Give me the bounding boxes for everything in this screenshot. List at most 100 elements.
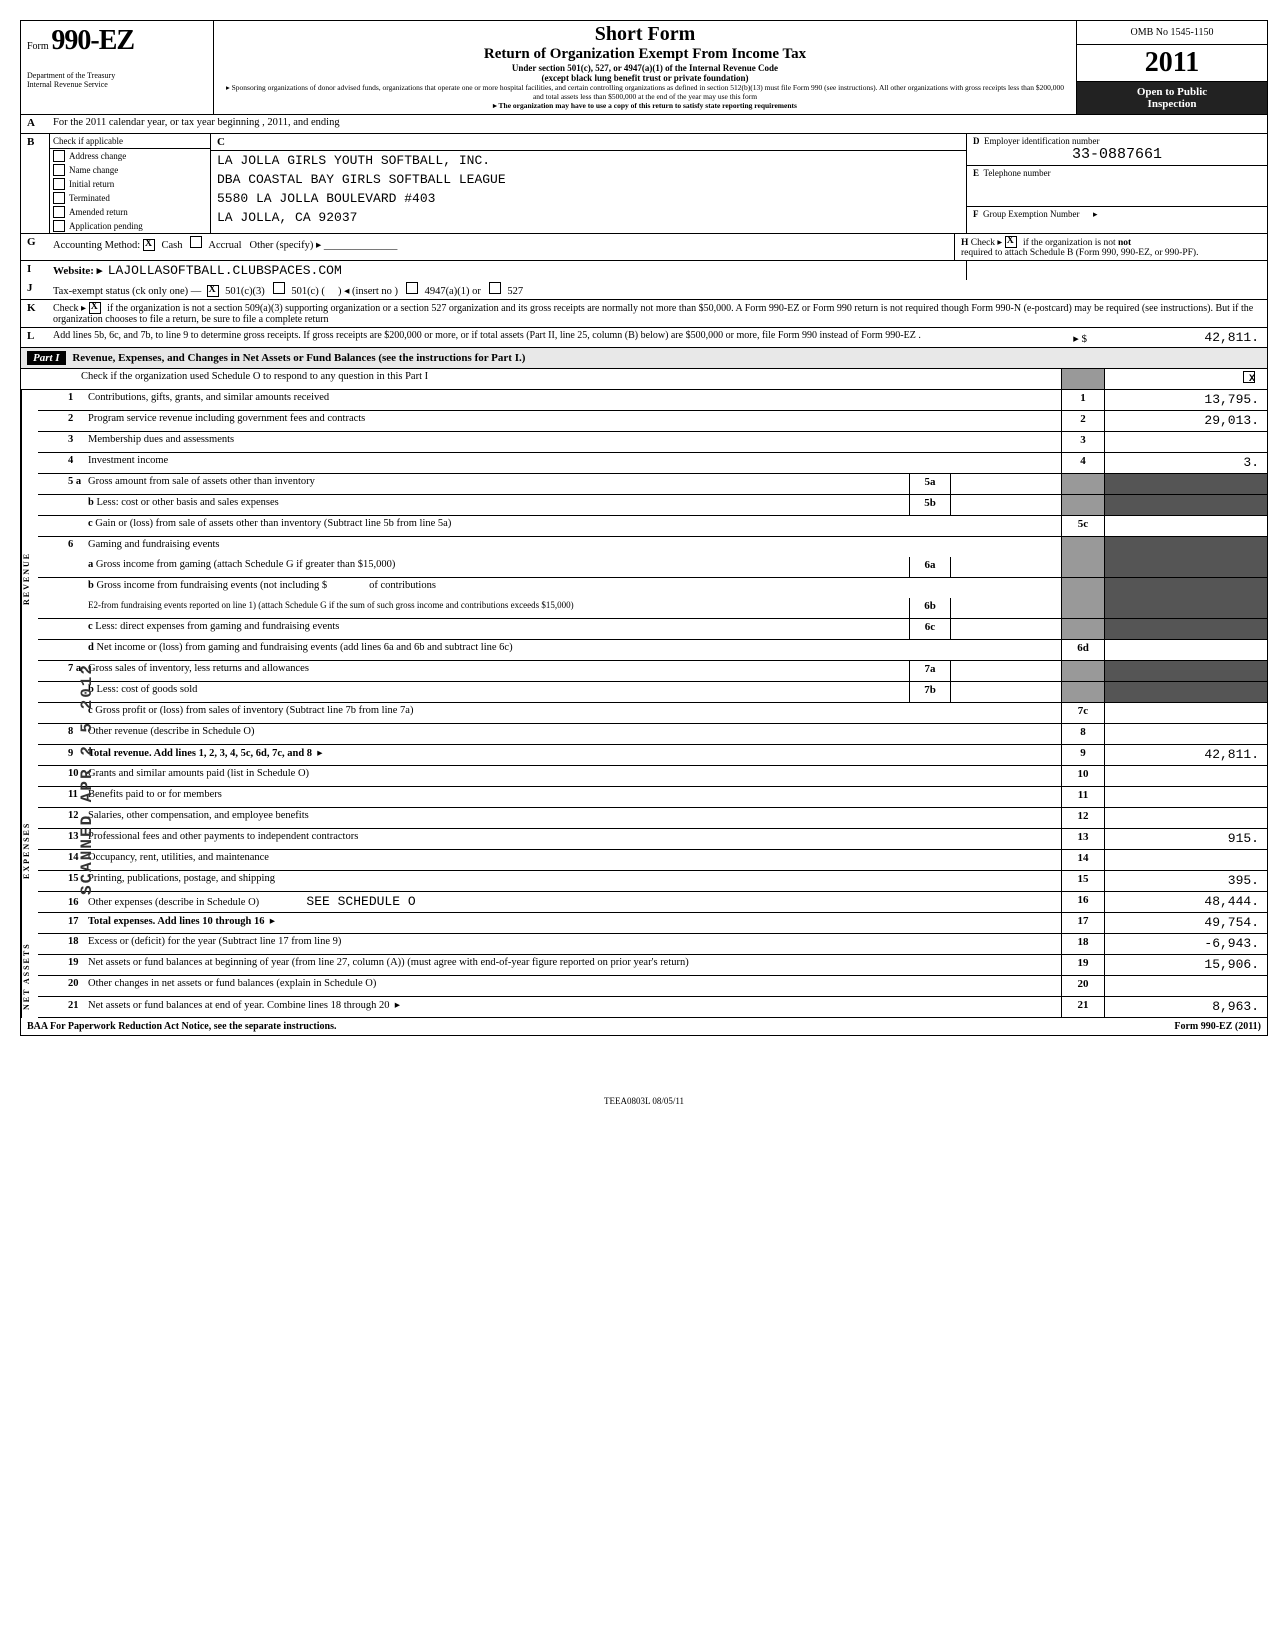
val-11	[1105, 787, 1267, 807]
val-1: 13,795.	[1105, 390, 1267, 410]
part1-check-row: Check if the organization used Schedule …	[21, 369, 1267, 390]
chk-527[interactable]	[489, 282, 501, 294]
d-label: Employer identification number	[984, 136, 1099, 146]
g-content: Accounting Method: Cash Accrual Other (s…	[49, 234, 954, 260]
h-spill	[966, 261, 1267, 280]
f-label: Group Exemption Number	[983, 209, 1079, 219]
expenses-block: EXPENSES 10Grants and similar amounts pa…	[21, 766, 1267, 934]
line-l: L Add lines 5b, 6c, and 7b, to line 9 to…	[21, 328, 1267, 348]
val-14	[1105, 850, 1267, 870]
revenue-block: REVENUE 1Contributions, gifts, grants, a…	[21, 390, 1267, 766]
val-8	[1105, 724, 1267, 744]
val-9: 42,811.	[1105, 745, 1267, 765]
val-3	[1105, 432, 1267, 452]
i-content: Website: ▸ LAJOLLASOFTBALL.CLUBSPACES.CO…	[49, 261, 966, 280]
letter-g: G	[21, 234, 49, 260]
f-arrow: ▸	[1093, 209, 1098, 219]
org-addr2: LA JOLLA, CA 92037	[211, 208, 966, 227]
chk-amended[interactable]: Amended return	[50, 205, 210, 219]
title-return: Return of Organization Exempt From Incom…	[222, 46, 1068, 63]
f-row: F Group Exemption Number ▸	[967, 207, 1267, 222]
chk-initial-return[interactable]: Initial return	[50, 177, 210, 191]
letter-l: L	[21, 328, 49, 347]
line-k: K Check ▸ if the organization is not a s…	[21, 300, 1267, 328]
vert-netassets: NET ASSETS	[21, 934, 38, 1018]
val-7c	[1105, 703, 1267, 723]
letter-a: A	[21, 115, 49, 133]
l-arrow: ▸ $	[1073, 328, 1091, 347]
chk-terminated[interactable]: Terminated	[50, 191, 210, 205]
part1-title: Revenue, Expenses, and Changes in Net As…	[72, 352, 525, 364]
vert-revenue: REVENUE	[21, 390, 38, 766]
chk-4947[interactable]	[406, 282, 418, 294]
part1-box: Part I	[27, 351, 66, 365]
netassets-block: NET ASSETS 18Excess or (deficit) for the…	[21, 934, 1267, 1018]
val-5c	[1105, 516, 1267, 536]
letter-c: C	[211, 134, 966, 151]
header-right: OMB No 1545-1150 2011 Open to Public Ins…	[1077, 21, 1267, 114]
d-row: D Employer identification number 33-0887…	[967, 134, 1267, 166]
val-13: 915.	[1105, 829, 1267, 849]
form-number: 990-EZ	[51, 25, 134, 56]
val-19: 15,906.	[1105, 955, 1267, 975]
chk-accrual[interactable]	[190, 236, 202, 248]
ein-value: 33-0887661	[973, 146, 1261, 163]
org-info: C LA JOLLA GIRLS YOUTH SOFTBALL, INC. DB…	[211, 134, 966, 233]
val-15: 395.	[1105, 871, 1267, 891]
e-label: Telephone number	[984, 168, 1051, 178]
val-12	[1105, 808, 1267, 828]
h-content: H Check ▸ if the organization is not not…	[954, 234, 1267, 260]
org-addr1: 5580 LA JOLLA BOULEVARD #403	[211, 189, 966, 208]
part1-check-text: Check if the organization used Schedule …	[21, 369, 1061, 389]
part1-check-x[interactable]	[1105, 369, 1267, 389]
title-short-form: Short Form	[222, 23, 1068, 46]
header-left: Form 990-EZ Department of the Treasury I…	[21, 21, 214, 114]
e-row: E Telephone number	[967, 166, 1267, 207]
tax-year: 2011	[1077, 45, 1267, 82]
check-if-applicable: Check if applicable Address change Name …	[50, 134, 211, 233]
form-label: Form	[27, 41, 49, 52]
dept-treasury: Department of the Treasury	[27, 71, 207, 80]
val-10	[1105, 766, 1267, 786]
chk-501c3[interactable]	[207, 285, 219, 297]
val-21: 8,963.	[1105, 997, 1267, 1017]
line-j: J Tax-exempt status (ck only one) — 501(…	[21, 280, 1267, 300]
dept-irs: Internal Revenue Service	[27, 80, 207, 89]
chk-address-change[interactable]: Address change	[50, 149, 210, 163]
website-value: LAJOLLASOFTBALL.CLUBSPACES.COM	[108, 263, 342, 278]
right-block: D Employer identification number 33-0887…	[966, 134, 1267, 233]
form-header: Form 990-EZ Department of the Treasury I…	[21, 21, 1267, 115]
letter-j: J	[21, 280, 49, 299]
org-dba: DBA COASTAL BAY GIRLS SOFTBALL LEAGUE	[211, 170, 966, 189]
vert-expenses: EXPENSES	[21, 766, 38, 934]
chk-501c[interactable]	[273, 282, 285, 294]
chk-h[interactable]	[1005, 236, 1017, 248]
chk-k[interactable]	[89, 302, 101, 314]
b-label: Check if applicable	[50, 134, 210, 149]
chk-name-change[interactable]: Name change	[50, 163, 210, 177]
footer-baa: BAA For Paperwork Reduction Act Notice, …	[27, 1021, 337, 1032]
chk-cash[interactable]	[143, 239, 155, 251]
val-18: -6,943.	[1105, 934, 1267, 954]
teea-code: TEEA0803L 08/05/11	[20, 1096, 1268, 1106]
g-label: Accounting Method:	[53, 240, 140, 251]
chk-pending[interactable]: Application pending	[50, 219, 210, 233]
letter-k: K	[21, 300, 49, 327]
open-to-public: Open to Public Inspection	[1077, 82, 1267, 114]
see-schedule-o: SEE SCHEDULE O	[306, 894, 415, 909]
open-line1: Open to Public	[1137, 86, 1207, 98]
title-except: (except black lung benefit trust or priv…	[222, 73, 1068, 83]
line-a: A For the 2011 calendar year, or tax yea…	[21, 115, 1267, 134]
line-i: I Website: ▸ LAJOLLASOFTBALL.CLUBSPACES.…	[21, 261, 1267, 280]
k-content: Check ▸ if the organization is not a sec…	[49, 300, 1267, 327]
line-g-h: G Accounting Method: Cash Accrual Other …	[21, 234, 1267, 261]
part1-header: Part I Revenue, Expenses, and Changes in…	[21, 348, 1267, 369]
footer: BAA For Paperwork Reduction Act Notice, …	[21, 1018, 1267, 1035]
val-17: 49,754.	[1105, 913, 1267, 933]
stamp-scanned: SCANNED APR 2 5 2012	[78, 663, 96, 895]
omb-number: OMB No 1545-1150	[1077, 21, 1267, 45]
val-4: 3.	[1105, 453, 1267, 473]
val-16: 48,444.	[1105, 892, 1267, 912]
form-990ez: Form 990-EZ Department of the Treasury I…	[20, 20, 1268, 1036]
identity-block: B Check if applicable Address change Nam…	[21, 134, 1267, 234]
